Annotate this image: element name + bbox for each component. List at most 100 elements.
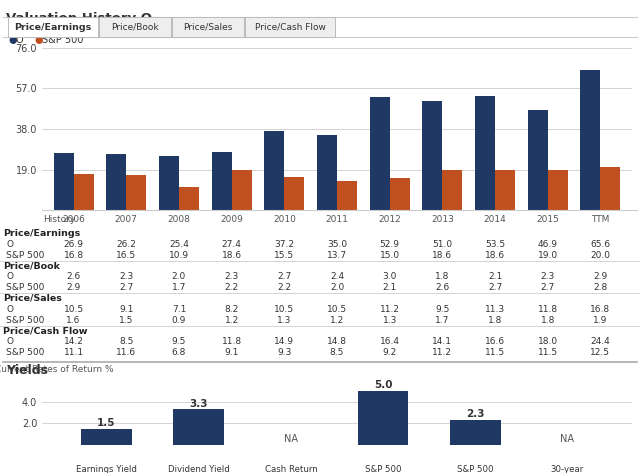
Text: 0.9: 0.9 xyxy=(172,315,186,324)
Text: 1.2: 1.2 xyxy=(225,315,239,324)
Text: 18.0: 18.0 xyxy=(538,337,558,346)
Text: S&P 500: S&P 500 xyxy=(42,35,83,45)
Bar xyxy=(126,175,147,210)
Text: 2.6: 2.6 xyxy=(67,272,81,281)
Text: 16.5: 16.5 xyxy=(116,251,136,260)
Text: 2013: 2013 xyxy=(431,214,454,224)
Text: 2.0: 2.0 xyxy=(330,283,344,292)
Text: 16.8: 16.8 xyxy=(63,251,84,260)
Bar xyxy=(422,101,442,210)
Text: 2014: 2014 xyxy=(484,214,506,224)
Text: Dividend Yield: Dividend Yield xyxy=(168,465,230,473)
Text: 2.3: 2.3 xyxy=(541,272,555,281)
Text: 2.0: 2.0 xyxy=(172,272,186,281)
Text: 7.1: 7.1 xyxy=(172,305,186,314)
Text: O: O xyxy=(6,240,13,249)
Text: ●: ● xyxy=(8,35,17,45)
Text: S&P 500: S&P 500 xyxy=(6,348,45,357)
Text: Price/Cash Flow: Price/Cash Flow xyxy=(255,23,325,32)
Text: 14.8: 14.8 xyxy=(327,337,347,346)
Text: 1.9: 1.9 xyxy=(593,315,607,324)
Text: 12.5: 12.5 xyxy=(590,348,611,357)
Text: 11.8: 11.8 xyxy=(221,337,242,346)
Text: 14.9: 14.9 xyxy=(275,337,294,346)
Bar xyxy=(358,391,408,445)
Text: 11.6: 11.6 xyxy=(116,348,136,357)
Text: 1.3: 1.3 xyxy=(277,315,291,324)
Text: 52.9: 52.9 xyxy=(380,240,399,249)
Text: 11.2: 11.2 xyxy=(433,348,452,357)
Text: 8.2: 8.2 xyxy=(225,305,239,314)
Text: 1.7: 1.7 xyxy=(435,315,449,324)
Text: 10.5: 10.5 xyxy=(275,305,294,314)
Bar xyxy=(212,151,232,210)
Bar xyxy=(159,156,179,210)
Text: 9.5: 9.5 xyxy=(435,305,449,314)
Text: 24.4: 24.4 xyxy=(591,337,611,346)
Bar xyxy=(173,409,224,445)
Text: 5.0: 5.0 xyxy=(374,380,392,390)
Text: 1.2: 1.2 xyxy=(330,315,344,324)
Text: 11.2: 11.2 xyxy=(380,305,399,314)
Text: 18.6: 18.6 xyxy=(432,251,452,260)
Text: 20.0: 20.0 xyxy=(590,251,611,260)
Text: 51.0: 51.0 xyxy=(432,240,452,249)
Bar xyxy=(548,169,568,210)
Text: S&P 500
Earnings Yield: S&P 500 Earnings Yield xyxy=(353,465,413,473)
Text: 3.0: 3.0 xyxy=(383,272,397,281)
Bar xyxy=(390,178,410,210)
Text: 11.5: 11.5 xyxy=(485,348,505,357)
Text: 18.6: 18.6 xyxy=(221,251,242,260)
Text: 30-year
T-Bond Yield: 30-year T-Bond Yield xyxy=(541,465,594,473)
Bar xyxy=(495,170,515,210)
Bar xyxy=(264,131,284,210)
Text: 9.1: 9.1 xyxy=(225,348,239,357)
Text: 2.9: 2.9 xyxy=(67,283,81,292)
Text: 1.8: 1.8 xyxy=(488,315,502,324)
Text: 2006: 2006 xyxy=(62,214,85,224)
Bar xyxy=(54,153,74,210)
Text: 10.5: 10.5 xyxy=(63,305,84,314)
Text: 9.3: 9.3 xyxy=(277,348,291,357)
Text: Price/Earnings: Price/Earnings xyxy=(3,229,81,238)
Text: ●: ● xyxy=(34,35,42,45)
Bar xyxy=(580,70,600,210)
Text: S&P 500: S&P 500 xyxy=(6,251,45,260)
Text: 11.3: 11.3 xyxy=(485,305,505,314)
Text: 27.4: 27.4 xyxy=(221,240,241,249)
Text: 14.2: 14.2 xyxy=(63,337,84,346)
Text: 19.0: 19.0 xyxy=(538,251,558,260)
Text: 9.1: 9.1 xyxy=(119,305,134,314)
Text: O: O xyxy=(6,337,13,346)
Text: 18.6: 18.6 xyxy=(485,251,505,260)
Text: History: History xyxy=(43,214,76,224)
Text: 1.5: 1.5 xyxy=(97,418,116,428)
Text: Price/Earnings: Price/Earnings xyxy=(14,23,92,32)
Text: Valuation History O: Valuation History O xyxy=(6,12,152,25)
Bar xyxy=(106,154,126,210)
Bar xyxy=(450,420,500,445)
Text: 8.5: 8.5 xyxy=(119,337,134,346)
Text: 9.2: 9.2 xyxy=(383,348,397,357)
Text: O: O xyxy=(6,272,13,281)
Text: Price/Sales: Price/Sales xyxy=(3,294,62,303)
Text: 2.2: 2.2 xyxy=(277,283,291,292)
Text: 11.8: 11.8 xyxy=(538,305,558,314)
Text: 2.6: 2.6 xyxy=(435,283,449,292)
Text: 8.5: 8.5 xyxy=(330,348,344,357)
Text: 37.2: 37.2 xyxy=(275,240,294,249)
Text: 2.9: 2.9 xyxy=(593,272,607,281)
Text: 2.3: 2.3 xyxy=(225,272,239,281)
Text: 1.6: 1.6 xyxy=(67,315,81,324)
Text: 6.8: 6.8 xyxy=(172,348,186,357)
Text: 13.7: 13.7 xyxy=(327,251,347,260)
Text: Price/Book: Price/Book xyxy=(111,23,159,32)
Bar xyxy=(475,96,495,210)
Text: 2008: 2008 xyxy=(168,214,191,224)
Text: Current Rates of Return %: Current Rates of Return % xyxy=(0,366,113,375)
Text: 2.7: 2.7 xyxy=(541,283,555,292)
Text: 2011: 2011 xyxy=(326,214,348,224)
Text: 2.7: 2.7 xyxy=(488,283,502,292)
Text: O: O xyxy=(6,305,13,314)
Text: 15.5: 15.5 xyxy=(275,251,294,260)
